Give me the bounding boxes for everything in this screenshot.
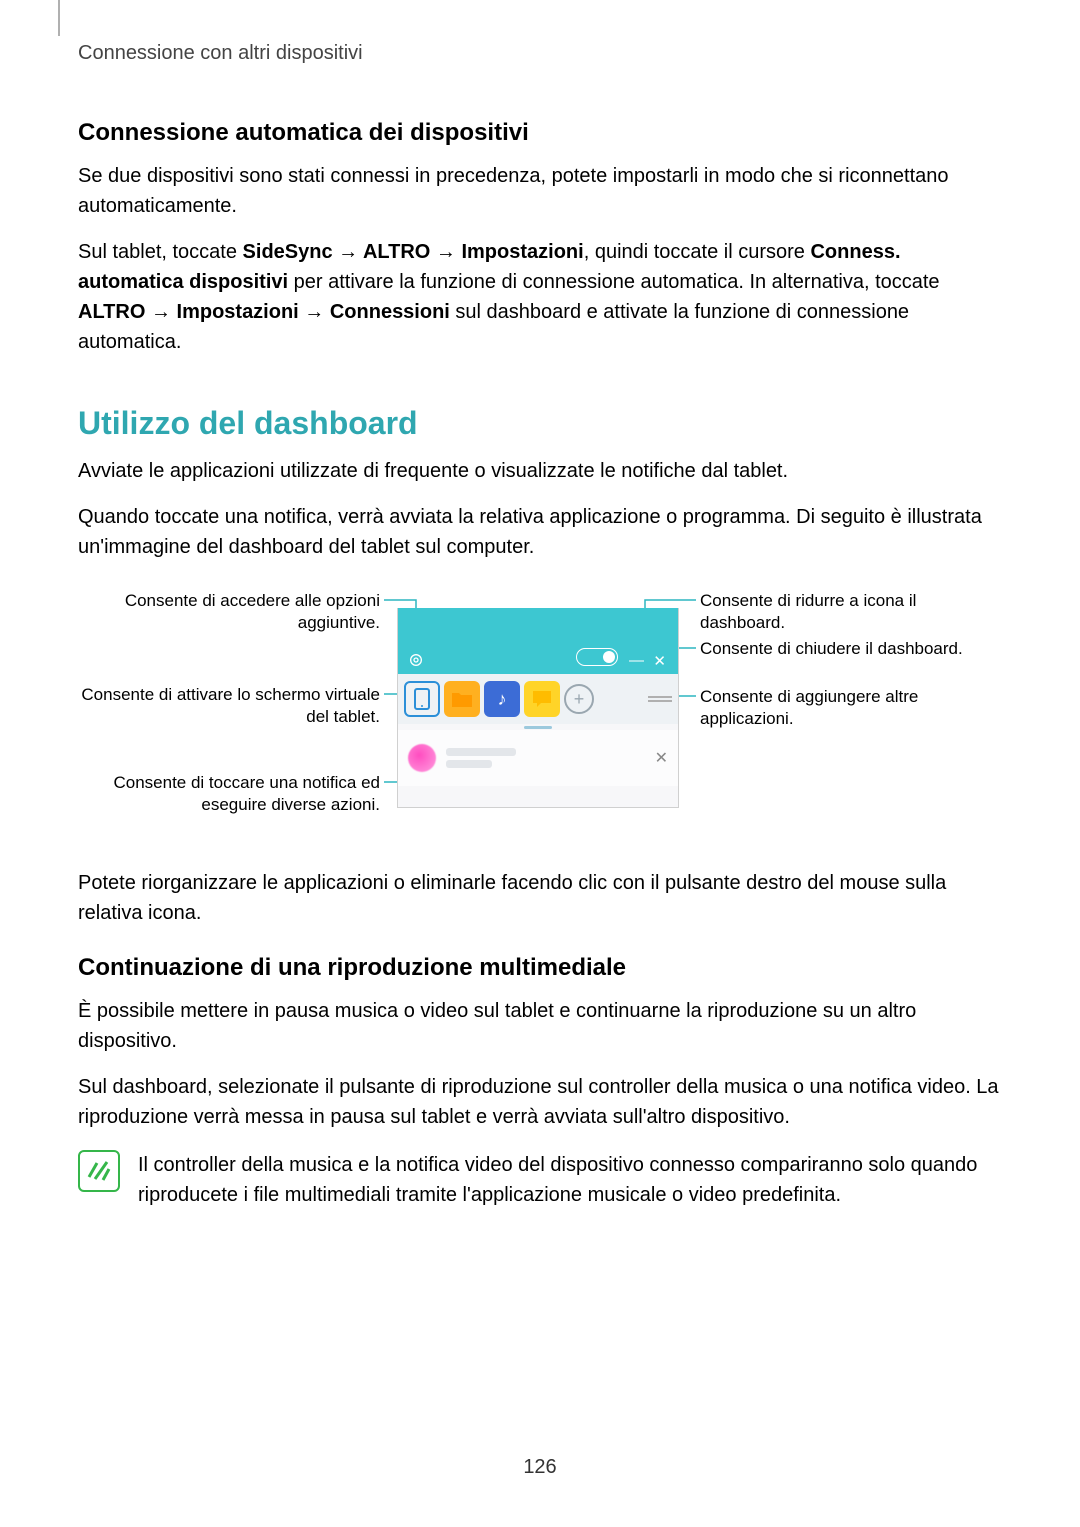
gear-icon xyxy=(408,652,424,668)
dashboard-screenshot: — ✕ ♪ + ✕ xyxy=(397,608,679,808)
paragraph-media-1: È possibile mettere in pausa musica o vi… xyxy=(78,996,1002,1056)
paragraph-dashboard-2: Quando toccate una notifica, verrà avvia… xyxy=(78,502,1002,562)
page-number: 126 xyxy=(0,1456,1080,1479)
text: , quindi toccate il cursore xyxy=(584,241,811,263)
folder-icon xyxy=(444,681,480,717)
subheading-auto-connect: Connessione automatica dei dispositivi xyxy=(78,119,1002,147)
note-block: Il controller della musica e la notifica… xyxy=(78,1150,1002,1210)
note-text: Il controller della musica e la notifica… xyxy=(138,1150,1002,1210)
dashboard-diagram: Consente di accedere alle opzioni aggiun… xyxy=(78,590,1002,840)
dashboard-titlebar: — ✕ xyxy=(398,608,678,674)
paragraph-auto-connect-1: Se due dispositivi sono stati connessi i… xyxy=(78,161,1002,221)
music-icon: ♪ xyxy=(484,681,520,717)
text: Sul tablet, toccate xyxy=(78,241,243,263)
toggle-pill xyxy=(576,648,618,666)
bold-path-1: SideSync → ALTRO → Impostazioni xyxy=(243,241,584,263)
close-icon: ✕ xyxy=(653,652,666,670)
notification-text xyxy=(446,744,516,772)
notification-app-icon xyxy=(408,744,436,772)
paragraph-auto-connect-2: Sul tablet, toccate SideSync → ALTRO → I… xyxy=(78,237,1002,357)
bold-path-3: ALTRO → Impostazioni → Connessioni xyxy=(78,301,450,323)
paragraph-dashboard-3: Potete riorganizzare le applicazioni o e… xyxy=(78,868,1002,928)
tablet-icon xyxy=(404,681,440,717)
dashboard-app-row: ♪ + xyxy=(398,674,678,724)
text: per attivare la funzione di connessione … xyxy=(288,271,940,293)
plus-icon: + xyxy=(564,684,594,714)
page-content: Connessione con altri dispositivi Connes… xyxy=(0,0,1080,1210)
note-icon xyxy=(78,1150,120,1192)
dashboard-notification: ✕ xyxy=(398,730,678,786)
subheading-media-continuation: Continuazione di una riproduzione multim… xyxy=(78,954,1002,982)
minimize-icon: — xyxy=(629,652,644,669)
paragraph-dashboard-1: Avviate le applicazioni utilizzate di fr… xyxy=(78,456,1002,486)
notification-close-icon: ✕ xyxy=(655,748,668,768)
paragraph-media-2: Sul dashboard, selezionate il pulsante d… xyxy=(78,1072,1002,1132)
page-margin-decoration xyxy=(58,0,60,36)
page-header: Connessione con altri dispositivi xyxy=(78,42,1002,65)
drag-handle-icon xyxy=(648,696,672,702)
section-title-dashboard: Utilizzo del dashboard xyxy=(78,405,1002,442)
chat-icon xyxy=(524,681,560,717)
